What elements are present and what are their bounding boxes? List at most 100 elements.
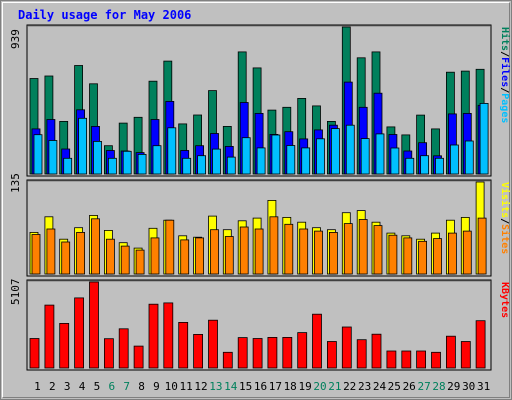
bar-pages-day-7: [122, 150, 132, 175]
x-tick-label-28: 28: [432, 380, 445, 393]
x-tick-label-25: 25: [388, 380, 401, 393]
panel-2-max-label: 5107: [9, 279, 22, 306]
x-tick-label-30: 30: [462, 380, 475, 393]
x-tick-label-18: 18: [284, 380, 297, 393]
bar-kbytes-day-11: [178, 321, 189, 369]
bar-pages-day-17: [271, 134, 281, 175]
bar-pages-day-12: [197, 155, 207, 175]
bar-kbytes-day-31: [475, 320, 486, 369]
x-tick-label-13: 13: [209, 380, 222, 393]
bar-sites-day-9: [150, 237, 160, 275]
kbytes-panel: [26, 279, 492, 371]
x-tick-label-26: 26: [403, 380, 416, 393]
bar-pages-day-27: [420, 155, 430, 175]
x-tick-label-23: 23: [358, 380, 371, 393]
x-tick-label-14: 14: [224, 380, 238, 393]
bar-sites-day-11: [180, 239, 190, 275]
x-tick-label-10: 10: [165, 380, 178, 393]
bar-kbytes-day-2: [44, 304, 55, 369]
x-tick-label-8: 8: [138, 380, 145, 393]
bar-pages-day-3: [63, 157, 73, 175]
x-tick-label-15: 15: [239, 380, 252, 393]
bar-pages-day-9: [152, 145, 162, 175]
x-tick-label-19: 19: [298, 380, 311, 393]
bar-sites-day-7: [120, 245, 130, 275]
bar-sites-day-17: [269, 216, 279, 275]
bar-pages-day-2: [48, 140, 58, 175]
bar-kbytes-day-16: [252, 338, 263, 369]
bar-kbytes-day-18: [282, 336, 293, 369]
bar-kbytes-day-26: [401, 350, 412, 369]
bar-pages-day-4: [78, 117, 87, 175]
bar-sites-day-5: [91, 218, 100, 275]
bar-sites-day-10: [165, 219, 175, 275]
bar-sites-day-24: [373, 225, 383, 275]
bar-sites-day-2: [46, 228, 56, 275]
bar-kbytes-day-13: [208, 319, 218, 369]
panel-2-legend: KBytes: [499, 282, 510, 318]
bar-pages-day-26: [405, 157, 415, 175]
bar-sites-day-16: [254, 228, 264, 275]
bar-kbytes-day-14: [222, 351, 233, 369]
bar-pages-day-15: [241, 137, 251, 175]
bar-kbytes-day-20: [312, 313, 322, 369]
bar-sites-day-23: [358, 219, 368, 275]
visits-sites-panel: [26, 179, 492, 277]
legend-visits: Visits: [499, 182, 511, 218]
panel-0-legend: Hits/Files/Pages: [499, 27, 511, 123]
bar-pages-day-20: [316, 138, 325, 175]
bar-kbytes-day-6: [104, 338, 114, 369]
bar-pages-day-14: [226, 156, 236, 175]
bar-sites-day-19: [299, 228, 309, 275]
bar-pages-day-24: [375, 133, 385, 175]
x-tick-label-27: 27: [417, 380, 430, 393]
bar-pages-day-22: [345, 124, 355, 175]
legend-hits: Hits: [499, 27, 511, 51]
legend-separator: /: [499, 87, 510, 93]
panel-0-max-label: 939: [9, 29, 22, 49]
bar-pages-day-11: [182, 157, 192, 175]
bar-kbytes-day-3: [59, 322, 70, 369]
bar-sites-day-12: [195, 237, 205, 275]
panel-1-legend-text: Visits/Sites: [499, 182, 511, 254]
bar-kbytes-day-19: [297, 332, 308, 369]
bar-kbytes-day-15: [237, 337, 248, 369]
bar-sites-day-14: [224, 236, 234, 275]
bar-sites-day-27: [418, 240, 428, 275]
bar-kbytes-day-24: [371, 333, 382, 369]
bar-sites-day-6: [106, 238, 115, 275]
x-tick-label-11: 11: [179, 380, 192, 393]
bar-kbytes-day-21: [326, 341, 337, 369]
bar-kbytes-day-10: [163, 302, 174, 369]
bar-pages-day-1: [33, 134, 43, 175]
bar-kbytes-day-22: [341, 326, 352, 369]
panel-1-max-label: 135: [9, 173, 22, 193]
panel-0-legend-text: Hits/Files/Pages: [499, 27, 511, 123]
bar-kbytes-day-30: [460, 341, 471, 369]
bar-sites-day-28: [433, 238, 442, 275]
bar-kbytes-day-23: [356, 339, 367, 369]
bar-pages-day-6: [108, 157, 117, 175]
x-tick-label-21: 21: [328, 380, 341, 393]
bar-sites-day-29: [447, 232, 457, 275]
hits-files-pages-panel: [26, 24, 492, 177]
panel-1-legend: Visits/Sites: [499, 182, 511, 254]
bar-pages-day-23: [360, 138, 370, 175]
x-tick-label-2: 2: [49, 380, 56, 393]
chart-title: Daily usage for May 2006: [18, 8, 191, 22]
x-tick-label-22: 22: [343, 380, 356, 393]
bar-pages-day-13: [212, 148, 221, 175]
bar-kbytes-day-28: [431, 351, 441, 369]
legend-pages: Pages: [499, 93, 510, 123]
bar-sites-day-15: [239, 226, 249, 275]
x-axis-day-labels: 1 2 3 4 5 6 7 8 9 10 11 12 13 14 15 16 17 18 19 20 21 22 23 24 2…: [34, 380, 490, 393]
bar-sites-day-25: [388, 234, 398, 275]
x-tick-label-16: 16: [254, 380, 267, 393]
bar-sites-day-31: [477, 217, 487, 275]
bar-sites-day-30: [462, 230, 472, 275]
x-tick-label-3: 3: [64, 380, 71, 393]
bar-sites-day-8: [135, 249, 145, 275]
bar-kbytes-day-5: [89, 281, 99, 369]
